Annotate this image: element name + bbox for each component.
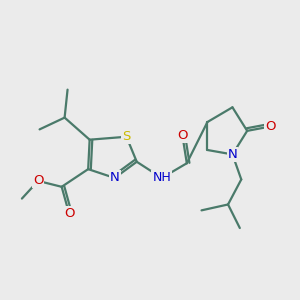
Text: N: N: [228, 148, 237, 161]
Text: N: N: [110, 172, 119, 184]
Text: O: O: [177, 129, 188, 142]
Text: NH: NH: [152, 172, 171, 184]
Text: O: O: [64, 207, 74, 220]
Text: O: O: [266, 120, 276, 133]
Text: O: O: [33, 174, 44, 188]
Text: S: S: [122, 130, 130, 143]
